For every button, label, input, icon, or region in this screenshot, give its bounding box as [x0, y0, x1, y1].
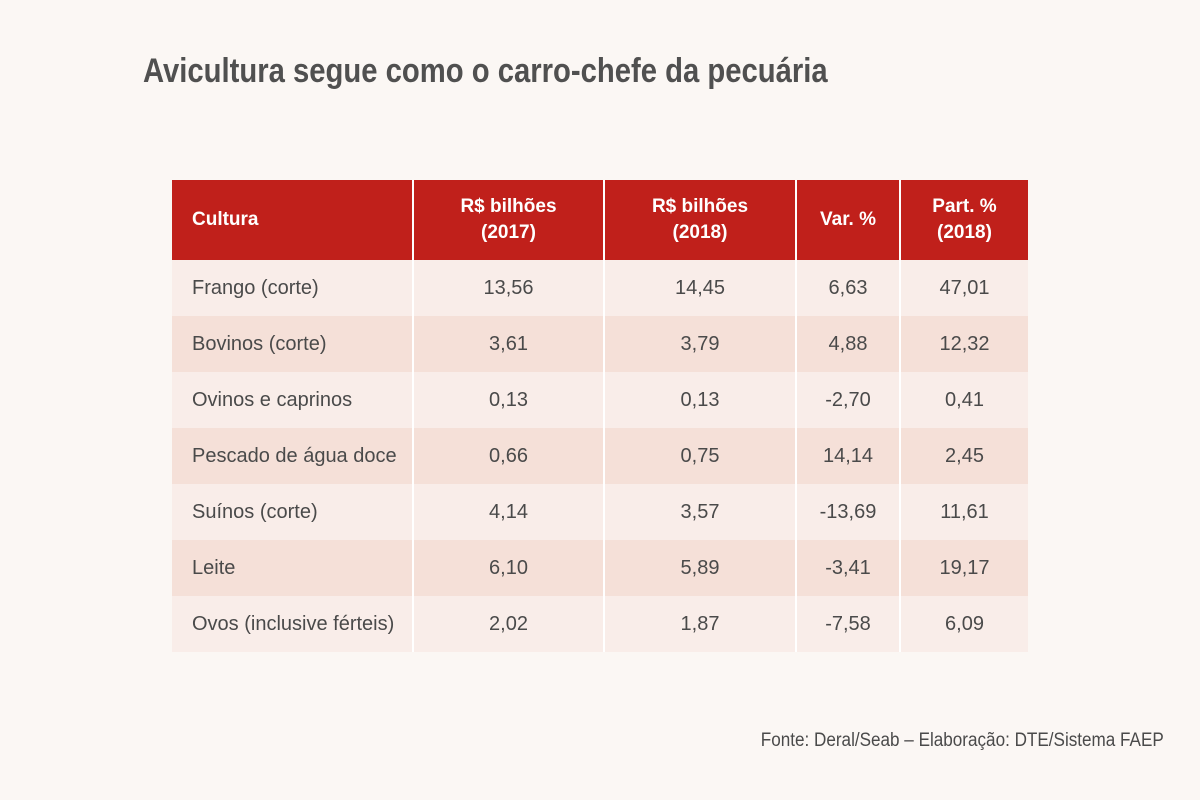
table-cell: 6,09 [900, 596, 1028, 652]
table-cell-cultura: Ovos (inclusive férteis) [172, 596, 414, 652]
table-cell: 1,87 [604, 596, 797, 652]
table-cell: 14,14 [796, 428, 901, 484]
table-row: Ovos (inclusive férteis) 2,02 1,87 -7,58… [172, 596, 1028, 652]
table-cell: 6,63 [796, 260, 901, 316]
table-cell-cultura: Leite [172, 540, 414, 596]
table-cell: 47,01 [900, 260, 1028, 316]
table-cell: 19,17 [900, 540, 1028, 596]
table-cell: -7,58 [796, 596, 901, 652]
source-note: Fonte: Deral/Seab – Elaboração: DTE/Sist… [760, 730, 1164, 751]
table-cell: 2,02 [413, 596, 605, 652]
table-cell: 2,45 [900, 428, 1028, 484]
table-cell: 14,45 [604, 260, 797, 316]
table-cell-cultura: Frango (corte) [172, 260, 414, 316]
table-cell: 3,79 [604, 316, 797, 372]
table-cell: -13,69 [796, 484, 901, 540]
table-cell: 5,89 [604, 540, 797, 596]
table-cell: 0,75 [604, 428, 797, 484]
table-cell-cultura: Suínos (corte) [172, 484, 414, 540]
table-row: Frango (corte) 13,56 14,45 6,63 47,01 [172, 260, 1028, 316]
column-header-cultura: Cultura [172, 180, 414, 260]
table-body: Frango (corte) 13,56 14,45 6,63 47,01 Bo… [172, 260, 1028, 652]
column-header-value-2017: R$ bilhões (2017) [413, 180, 605, 260]
table-cell-cultura: Pescado de água doce [172, 428, 414, 484]
table-cell-cultura: Bovinos (corte) [172, 316, 414, 372]
column-header-variation: Var. % [796, 180, 901, 260]
chart-title: Avicultura segue como o carro-chefe da p… [143, 52, 828, 90]
table-cell: -2,70 [796, 372, 901, 428]
column-header-value-2018: R$ bilhões (2018) [604, 180, 797, 260]
table-cell: 13,56 [413, 260, 605, 316]
table-cell: 0,41 [900, 372, 1028, 428]
table-cell: 0,13 [413, 372, 605, 428]
table-cell-cultura: Ovinos e caprinos [172, 372, 414, 428]
table-cell: 4,88 [796, 316, 901, 372]
table-cell: -3,41 [796, 540, 901, 596]
table-cell: 0,66 [413, 428, 605, 484]
data-table: Cultura R$ bilhões (2017) R$ bilhões (20… [172, 180, 1028, 652]
table-row: Suínos (corte) 4,14 3,57 -13,69 11,61 [172, 484, 1028, 540]
table-row: Pescado de água doce 0,66 0,75 14,14 2,4… [172, 428, 1028, 484]
table-cell: 12,32 [900, 316, 1028, 372]
table-cell: 6,10 [413, 540, 605, 596]
table-cell: 3,57 [604, 484, 797, 540]
table-cell: 4,14 [413, 484, 605, 540]
table-row: Ovinos e caprinos 0,13 0,13 -2,70 0,41 [172, 372, 1028, 428]
table-header-row: Cultura R$ bilhões (2017) R$ bilhões (20… [172, 180, 1028, 260]
table-cell: 0,13 [604, 372, 797, 428]
table-row: Bovinos (corte) 3,61 3,79 4,88 12,32 [172, 316, 1028, 372]
table-row: Leite 6,10 5,89 -3,41 19,17 [172, 540, 1028, 596]
table-cell: 3,61 [413, 316, 605, 372]
column-header-share: Part. % (2018) [900, 180, 1028, 260]
table-cell: 11,61 [900, 484, 1028, 540]
